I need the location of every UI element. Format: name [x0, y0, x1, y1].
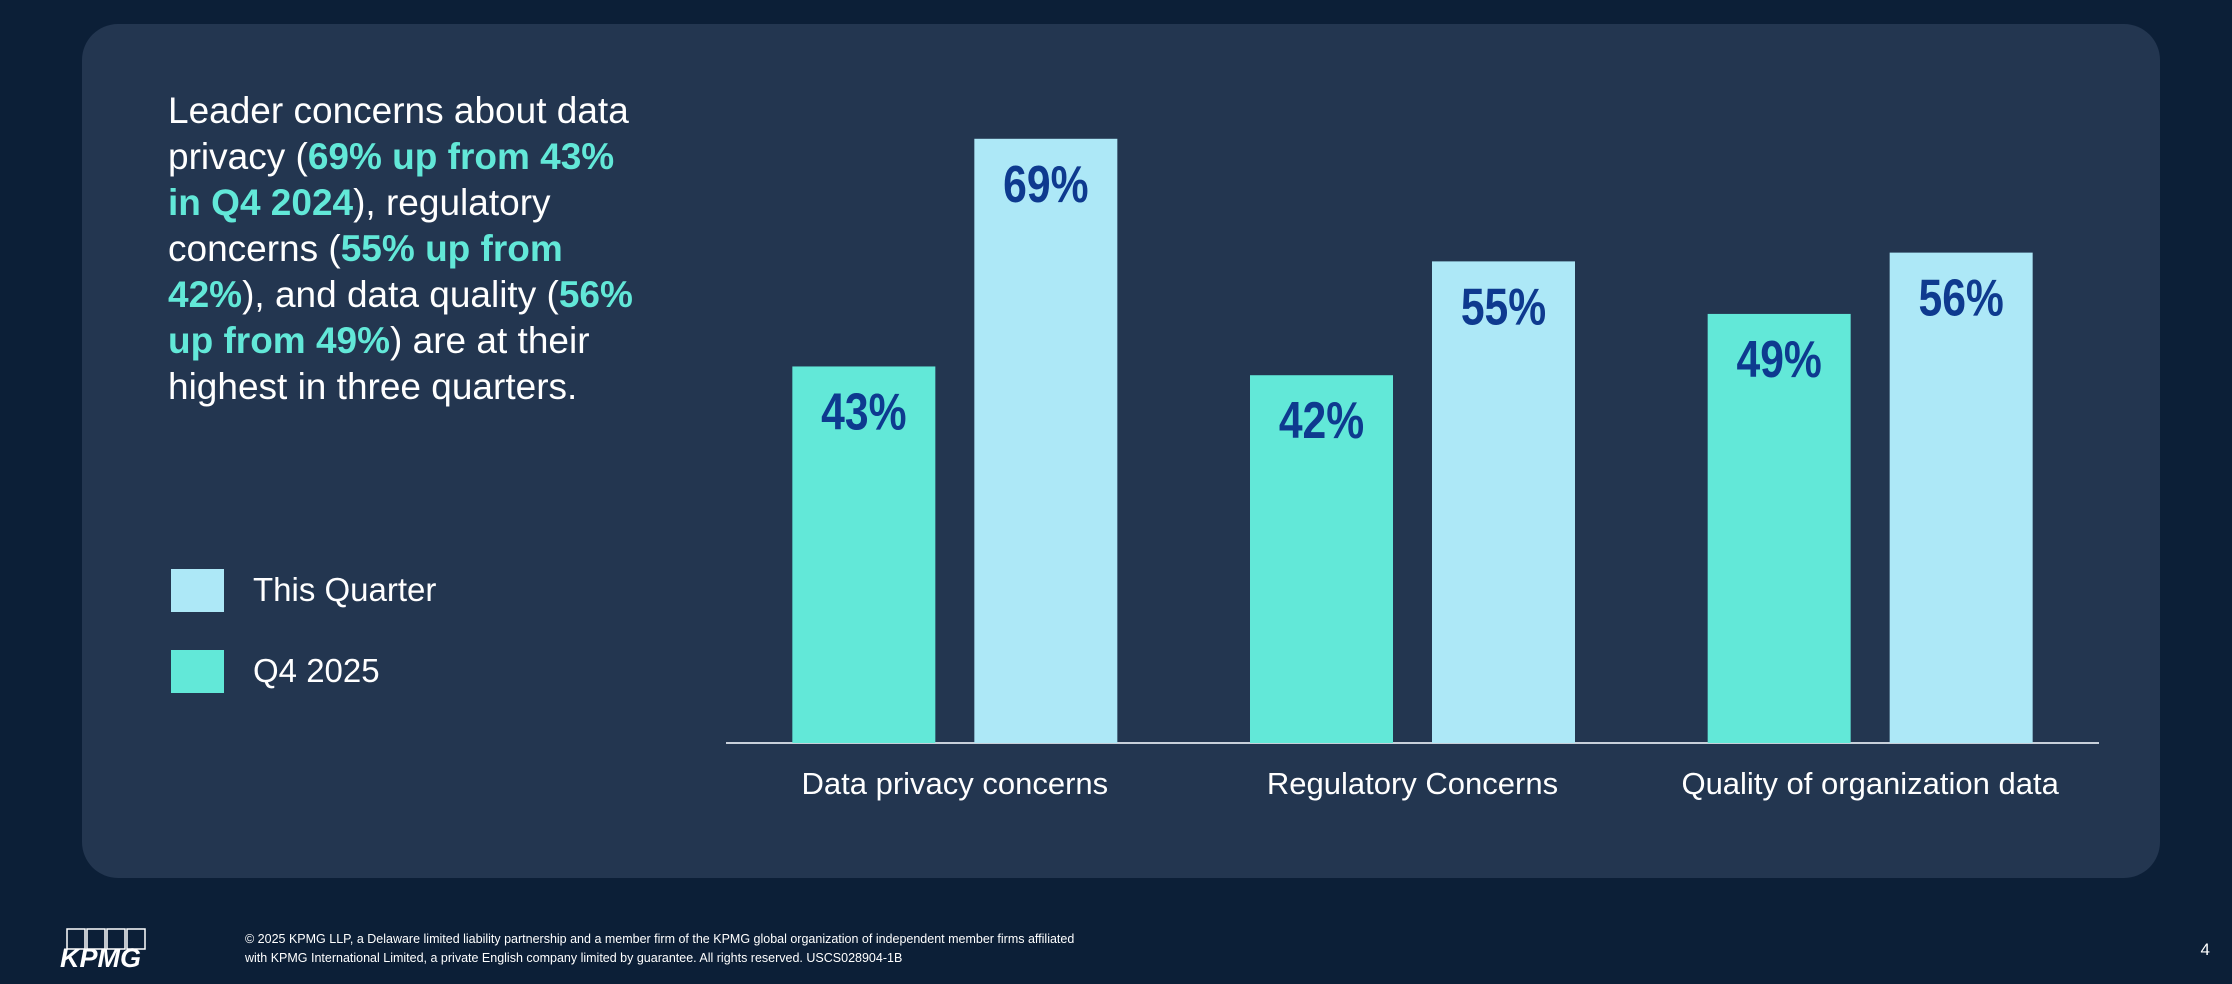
kpmg-logo-text: KPMG [60, 943, 141, 972]
legend-label: This Quarter [253, 571, 437, 608]
chart-legend: This Quarter Q4 2025 [171, 568, 436, 730]
data-label: 55% [1461, 278, 1546, 336]
legend-item-this-quarter: This Quarter [171, 568, 436, 612]
legend-swatch-this-quarter [171, 568, 224, 612]
data-label: 43% [821, 384, 906, 442]
bar-q4-2025-2 [1250, 375, 1393, 743]
category-label: Regulatory Concerns [1267, 766, 1558, 801]
bar-q4-2025-1 [792, 366, 936, 743]
page-number: 4 [2200, 940, 2210, 959]
bar-this-quarter-1 [974, 138, 1118, 743]
data-label: 56% [1918, 270, 2003, 328]
data-label: 49% [1736, 331, 1821, 389]
legend-swatch-q4-2025 [171, 649, 224, 693]
copyright-line-2: with KPMG International Limited, a priva… [245, 951, 903, 965]
legend-item-q4-2025: Q4 2025 [171, 649, 436, 693]
bar-this-quarter-3 [1889, 252, 2033, 743]
data-label: 69% [1003, 156, 1088, 214]
category-label: Quality of organization data [1681, 766, 2059, 801]
bar-q4-2025-3 [1707, 313, 1851, 743]
copyright-line-1: © 2025 KPMG LLP, a Delaware limited liab… [245, 932, 1075, 946]
headline-text: Leader concerns about data privacy (69% … [168, 90, 633, 407]
bar-this-quarter-2 [1432, 261, 1575, 743]
category-label: Data privacy concerns [801, 766, 1108, 801]
data-label: 42% [1279, 392, 1364, 450]
copyright-text: © 2025 KPMG LLP, a Delaware limited liab… [245, 930, 1145, 968]
kpmg-logo: KPMG [60, 928, 146, 972]
legend-label: Q4 2025 [253, 652, 380, 689]
